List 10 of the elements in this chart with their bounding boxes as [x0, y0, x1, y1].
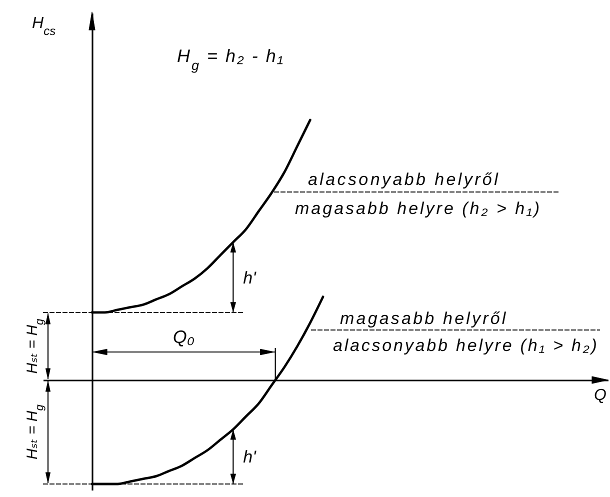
text: H$_{cs}$ [32, 15, 56, 38]
text: alacsonyabb helyre (h₁ > h₂) [333, 336, 599, 355]
text: Q [594, 387, 606, 404]
text: magasabb helyről [340, 309, 508, 328]
annotation: h' [243, 448, 257, 467]
annotation: alacsonyabb helyről [308, 170, 500, 189]
annotation: h' [243, 268, 257, 288]
annotation: magasabb helyre (h₂ > h₁) [295, 199, 542, 218]
annotation: Q₀ [172, 327, 195, 347]
text: H$_{g}$ = h₂ - h₁ [177, 46, 285, 72]
